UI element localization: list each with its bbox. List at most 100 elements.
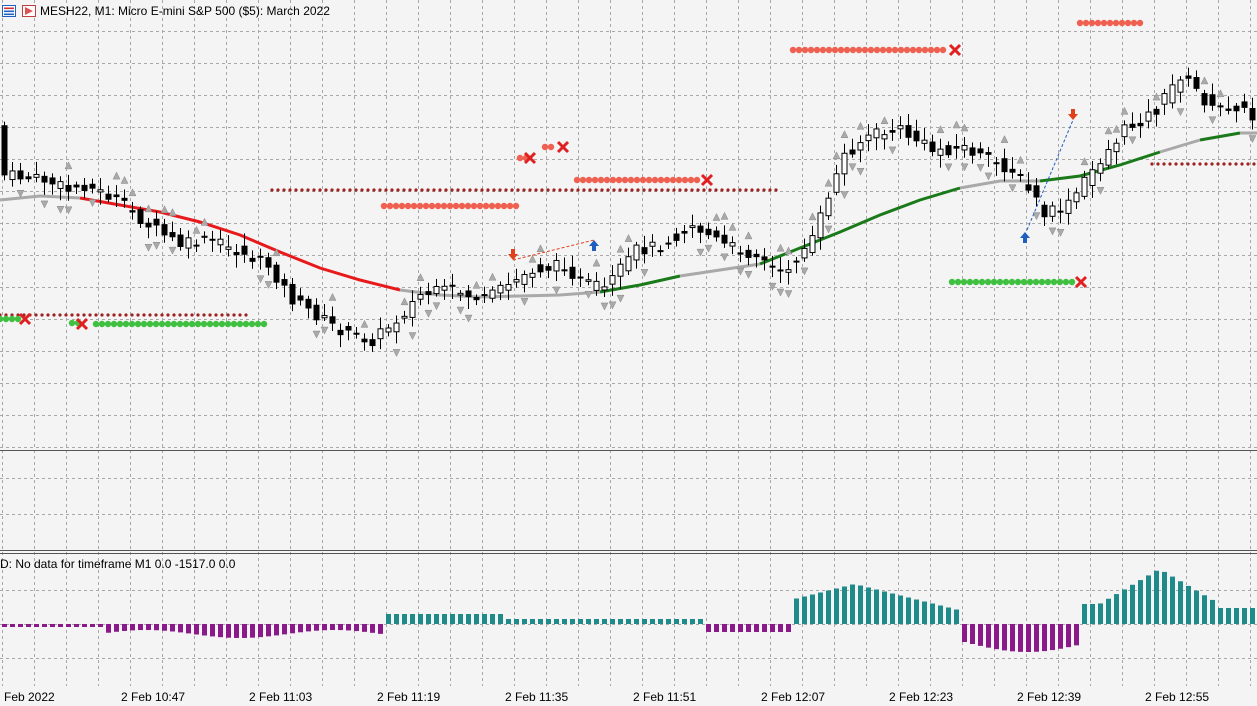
fractal-down-arrow [552,286,561,295]
time-axis: Feb 2022 2 Feb 10:47 2 Feb 11:03 2 Feb 1… [0,686,1257,706]
candle-body [777,269,784,272]
level-dots-green [230,320,238,328]
level-dots-darkred [118,313,122,317]
level-dots-green [966,278,974,286]
histogram-bar-negative [218,624,223,638]
histogram-bar-negative [98,624,103,627]
histogram-bar-negative [234,624,239,638]
histogram-bar-negative [290,624,295,634]
histogram-bar-positive [794,598,799,624]
level-dots-darkred [1228,162,1232,166]
histogram-bar-positive [938,605,943,624]
histogram-bar-positive [426,614,431,624]
level-dots-darkred [648,188,652,192]
candle-body [241,245,248,255]
level-dots-red [547,143,555,151]
level-dots-green [104,320,112,328]
histogram-bar-positive [410,614,415,624]
level-dots-red [795,46,803,54]
level-dots-green [960,278,968,286]
time-label: 2 Feb 11:51 [633,690,697,704]
level-dots-darkred [720,188,724,192]
level-dots-green [128,320,136,328]
cross-icon [700,173,714,187]
fractal-up-arrow [328,292,337,301]
level-dots-darkred [82,313,86,317]
candle-body [729,242,736,247]
level-dots-red [579,176,587,184]
fractal-up-arrow [112,171,121,180]
fractal-down-arrow [408,332,417,341]
level-dots-green [1020,278,1028,286]
level-dots-red [506,202,514,210]
candle-body [401,315,408,319]
fractal-down-arrow [744,270,753,279]
level-dots-red [801,46,809,54]
level-dots-darkred [312,188,316,192]
level-dots-darkred [612,188,616,192]
level-dots-red [512,202,520,210]
fractal-up-arrow [1112,124,1121,133]
fractal-up-arrow [400,297,409,306]
level-dots-darkred [34,313,38,317]
fractal-up-arrow [1016,155,1025,164]
level-dots-darkred [1180,162,1184,166]
ma-segment-up [1199,131,1241,142]
level-dots-red [470,202,478,210]
histogram-bar-negative [970,624,975,644]
level-dots-green [1026,278,1034,286]
level-dots-red [404,202,412,210]
level-dots-red [603,176,611,184]
ma-segment-flat [679,262,761,278]
histogram-bar-negative [330,624,335,631]
candle-body [9,170,16,181]
level-dots-red [927,46,935,54]
histogram-bar-positive [394,614,399,624]
fractal-down-arrow [976,164,985,172]
level-dots-darkred [684,188,688,192]
candle-body [1017,173,1024,176]
level-dots-darkred [106,313,110,317]
level-dots-darkred [172,313,176,317]
fractal-down-arrow [1176,108,1185,117]
chart-grid [0,0,1257,686]
level-dots-green [1068,278,1076,286]
fractal-up-arrow [192,225,201,234]
candle-body [233,251,240,256]
level-dots-darkred [1150,162,1154,166]
histogram-bar-positive [866,587,871,624]
histogram-bar-positive [698,619,703,624]
histogram-bar-positive [674,619,679,624]
level-dots-red [879,46,887,54]
level-dots-darkred [732,188,736,192]
fractal-down-arrow [320,326,329,335]
arrow-up-icon [1020,232,1030,243]
level-dots-darkred [762,188,766,192]
candle-body [1113,142,1120,153]
candle-body [369,339,376,347]
arrow-down-icon [508,249,518,260]
level-dots-darkred [148,313,152,317]
histogram-bar-negative [1026,624,1031,652]
histogram-bar-positive [418,614,423,624]
histogram-bar-negative [130,624,135,631]
candle-body [121,197,128,201]
histogram-bar-positive [570,619,575,624]
candle-body [681,231,688,234]
level-dots-darkred [154,313,158,317]
histogram-bar-positive [1138,580,1143,624]
level-dots-darkred [294,188,298,192]
candle-body [993,162,1000,165]
candle-body [209,238,216,241]
histogram-bar-positive [1210,599,1215,624]
histogram-bar-positive [442,614,447,624]
fractal-up-arrow [824,178,833,187]
fractal-down-arrow [640,269,649,277]
level-dots-darkred [750,188,754,192]
candle-body [41,175,48,183]
candle-body [801,247,808,259]
level-dots-red [915,46,923,54]
level-dots-green [254,320,262,328]
level-dots-darkred [552,188,556,192]
